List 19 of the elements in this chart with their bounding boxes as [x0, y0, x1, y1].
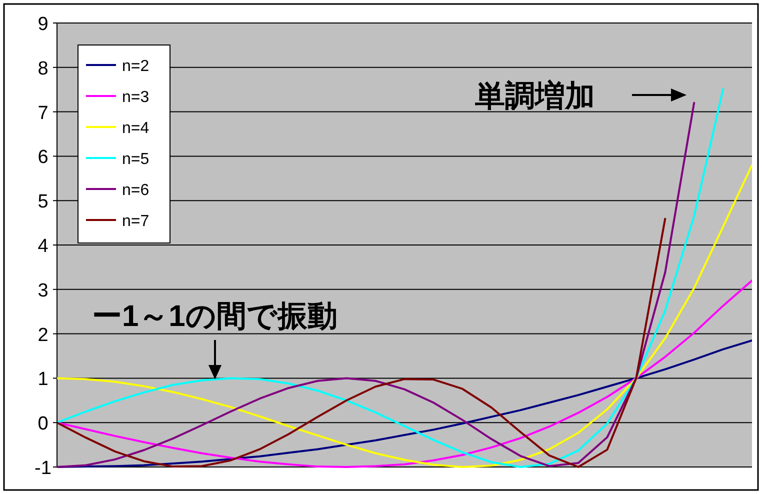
y-tick-label: 7 — [38, 102, 48, 124]
y-tick-label: 4 — [38, 236, 49, 257]
y-tick-label: 2 — [38, 324, 48, 346]
legend-label: n=2 — [122, 58, 150, 75]
y-tick-label: 9 — [38, 14, 48, 35]
legend-label: n=5 — [122, 151, 150, 168]
y-tick-label: -1 — [34, 458, 52, 479]
legend-label: n=4 — [122, 120, 150, 137]
annotation: ー1～1の間で振動 — [92, 300, 338, 333]
y-tick-label: 1 — [38, 369, 48, 390]
legend-label: n=6 — [122, 182, 150, 199]
legend-label: n=7 — [122, 213, 150, 230]
y-tick-label: 3 — [38, 280, 48, 302]
legend-label: n=3 — [122, 89, 150, 106]
y-tick-label: 8 — [38, 58, 48, 80]
y-tick-label: 5 — [38, 192, 48, 213]
annotation: 単調増加 — [475, 79, 595, 113]
y-tick-label: 6 — [38, 147, 48, 168]
y-tick-label: 0 — [38, 414, 48, 435]
